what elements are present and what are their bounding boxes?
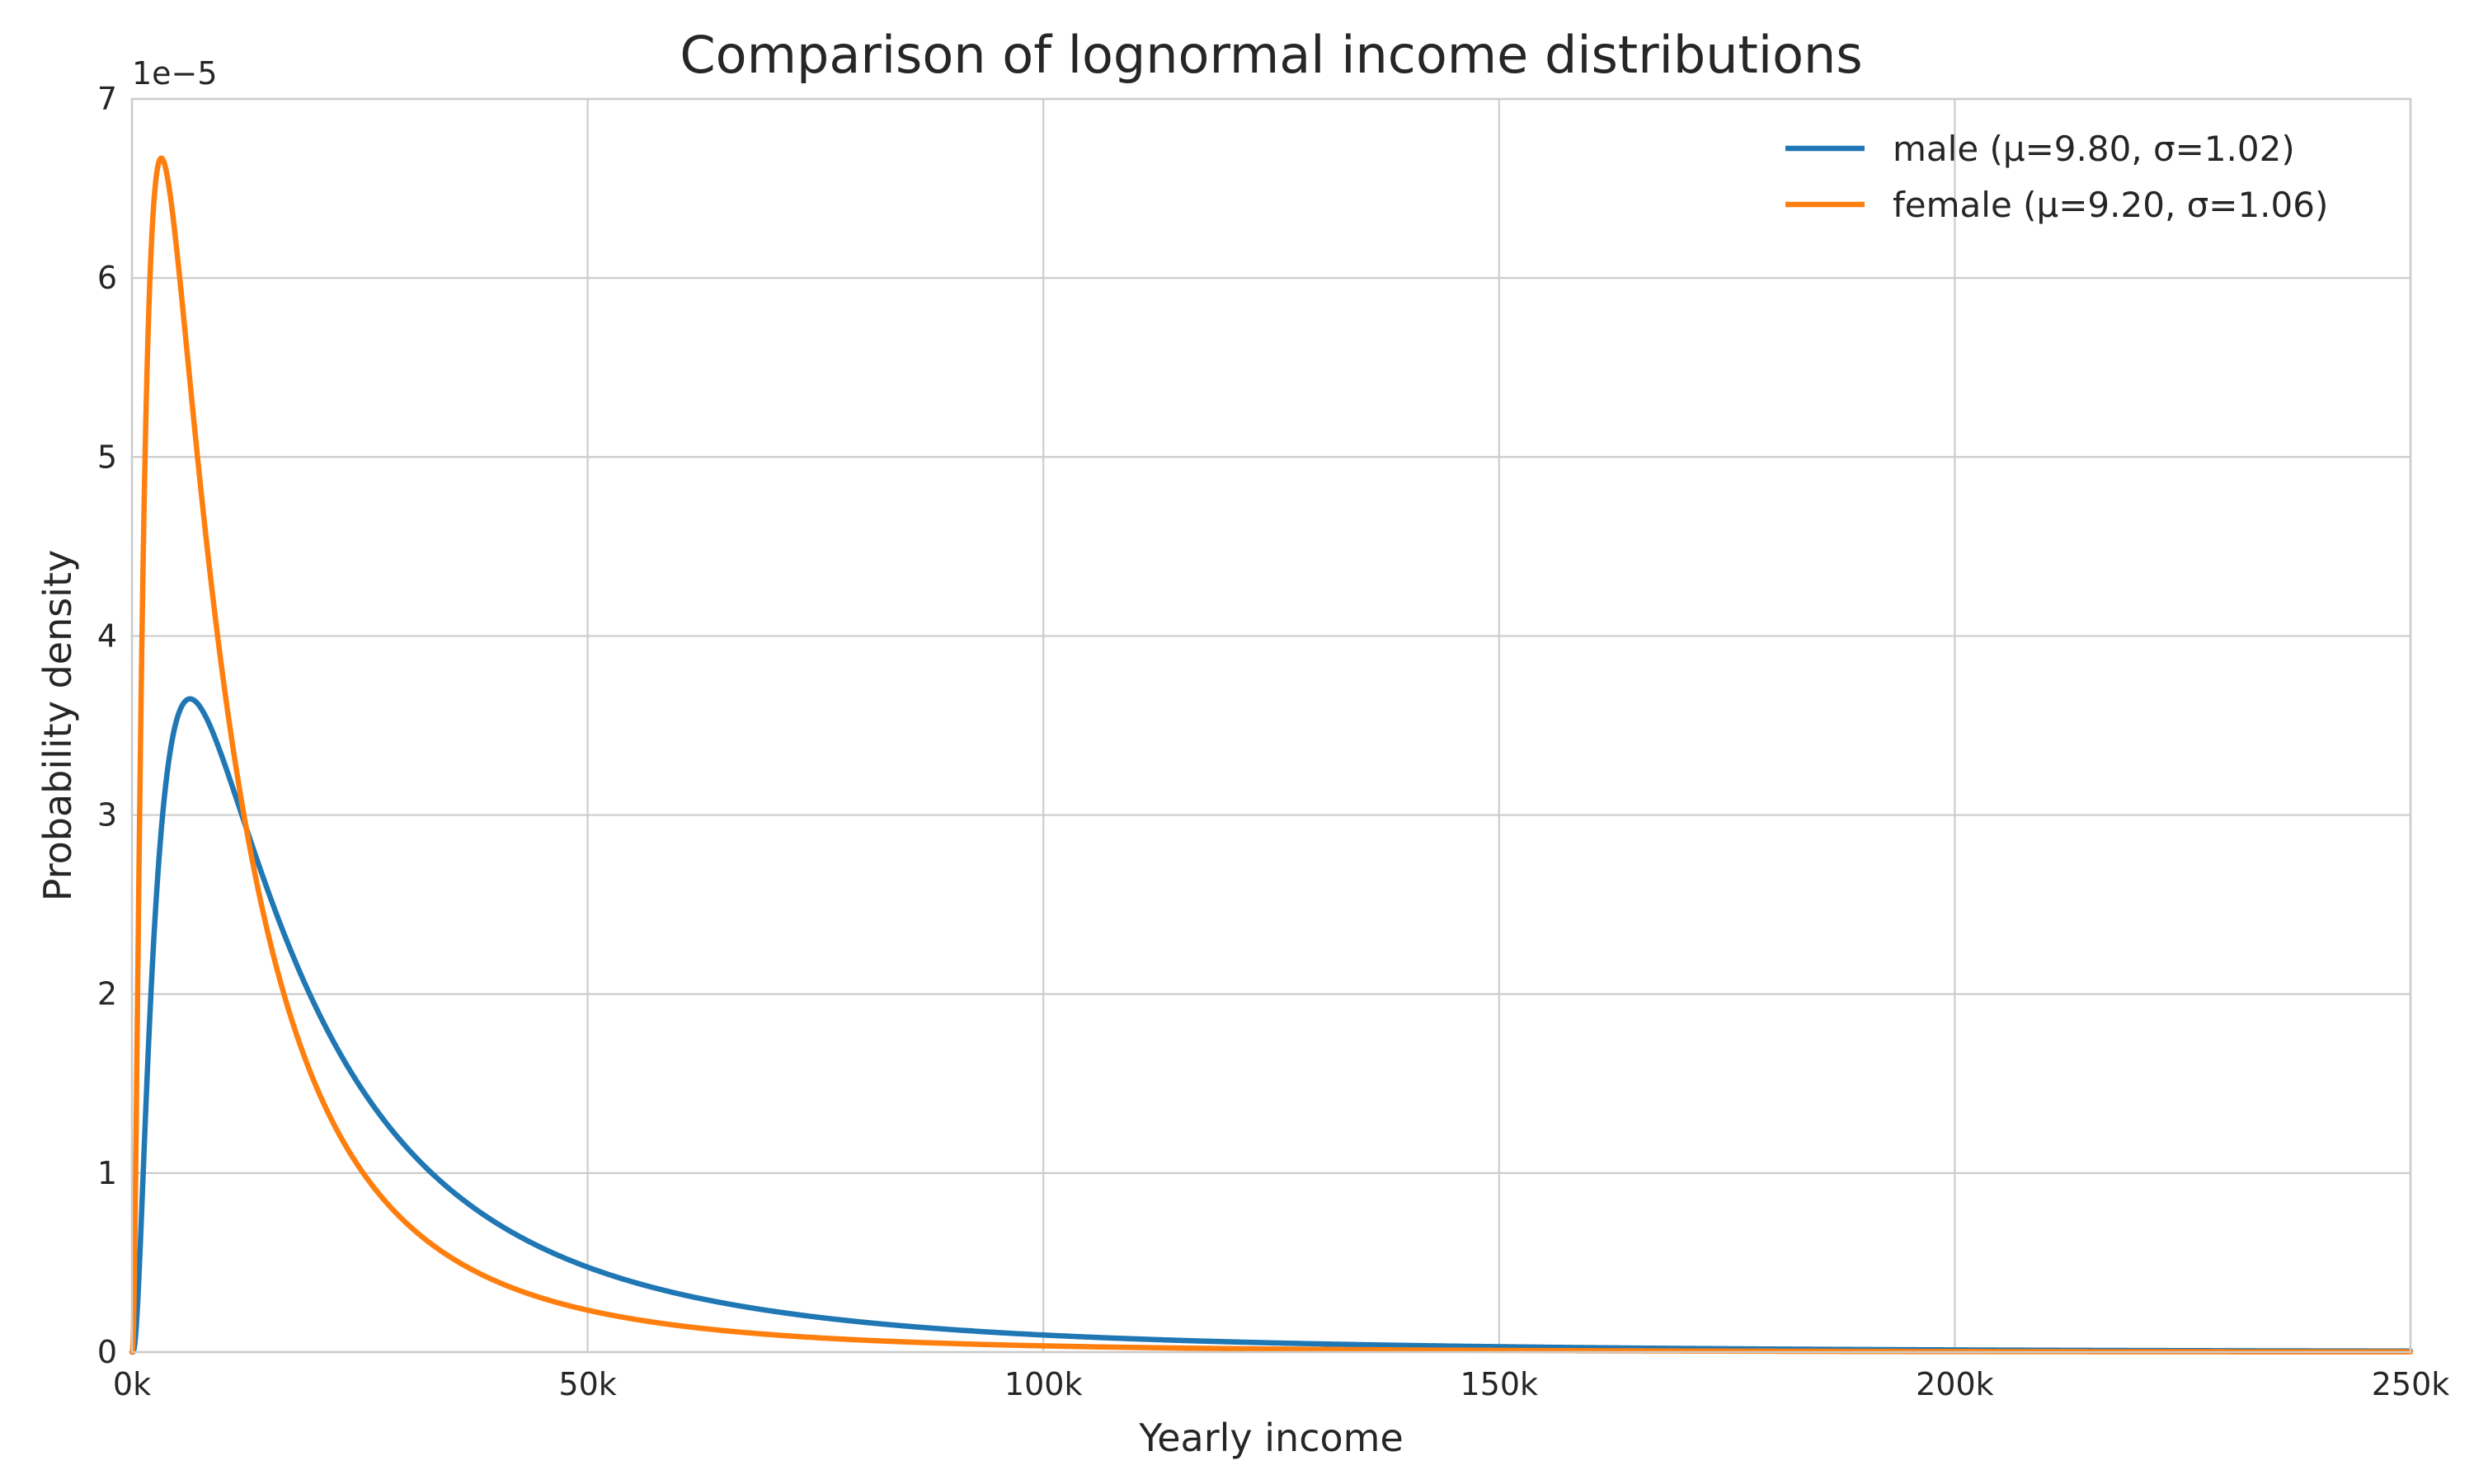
x-tick-label: 200k bbox=[1916, 1366, 1994, 1402]
legend: male (μ=9.80, σ=1.02) female (μ=9.20, σ=1… bbox=[1785, 129, 2328, 225]
x-tick-label: 50k bbox=[558, 1366, 616, 1402]
x-tick-label: 100k bbox=[1004, 1366, 1083, 1402]
grid-lines bbox=[130, 97, 2412, 1354]
y-tick-label: 7 bbox=[97, 81, 117, 117]
legend-label: female (μ=9.20, σ=1.06) bbox=[1893, 185, 2328, 225]
x-tick-label: 250k bbox=[2372, 1366, 2450, 1402]
legend-label: male (μ=9.80, σ=1.02) bbox=[1893, 129, 2295, 169]
y-tick-label: 3 bbox=[97, 797, 117, 834]
y-offset-label: 1e−5 bbox=[132, 55, 218, 92]
chart-title: Comparison of lognormal income distribut… bbox=[680, 25, 1862, 85]
x-axis-label: Yearly income bbox=[1138, 1416, 1404, 1460]
y-tick-label: 4 bbox=[97, 618, 117, 654]
y-tick-label: 0 bbox=[97, 1334, 117, 1370]
series-line bbox=[129, 696, 2414, 1355]
y-tick-label: 6 bbox=[97, 260, 117, 296]
y-tick-label: 5 bbox=[97, 439, 117, 475]
y-tick-labels: 0 1 2 3 4 5 6 7 bbox=[97, 81, 117, 1370]
y-axis-label: Probability density bbox=[35, 550, 80, 901]
x-tick-label: 150k bbox=[1460, 1366, 1539, 1402]
x-tick-labels: 0k 50k 100k 150k 200k 250k bbox=[113, 1366, 2449, 1402]
y-tick-label: 2 bbox=[97, 976, 117, 1012]
x-tick-label: 0k bbox=[113, 1366, 151, 1402]
plot-frame bbox=[130, 97, 2412, 1354]
y-tick-label: 1 bbox=[97, 1155, 117, 1191]
